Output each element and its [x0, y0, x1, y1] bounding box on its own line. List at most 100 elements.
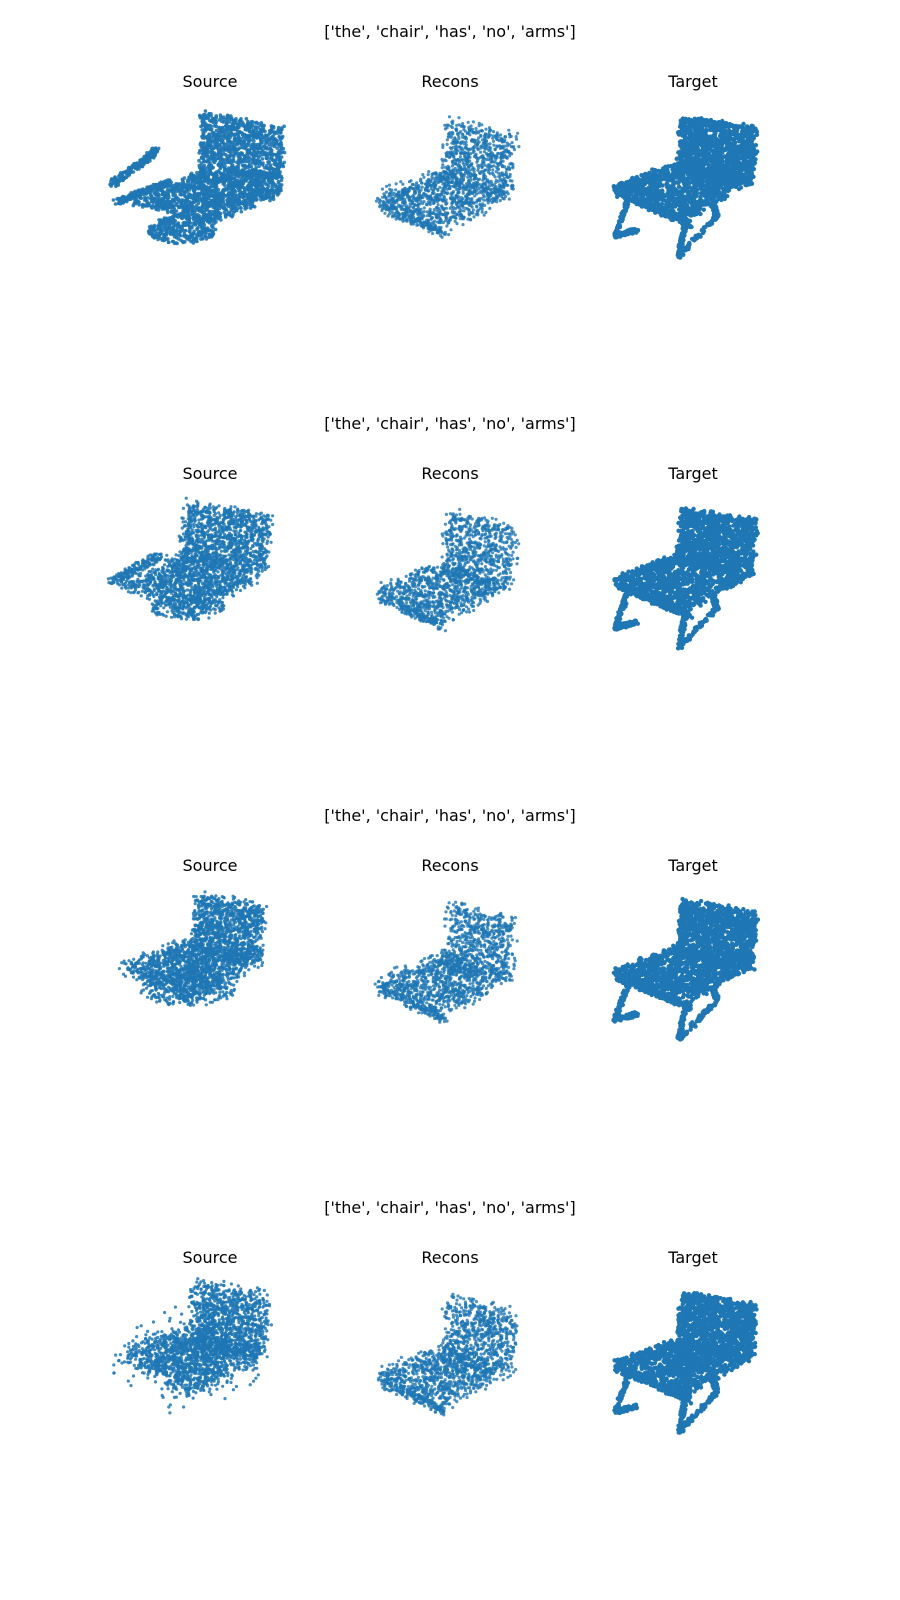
cloud-point: [495, 145, 499, 149]
cloud-point: [456, 131, 460, 136]
cloud-point: [178, 205, 183, 209]
cloud-point: [250, 191, 255, 195]
cloud-point: [171, 191, 176, 196]
cloud-point: [514, 137, 519, 141]
cloud-point: [225, 128, 230, 133]
cloud-point: [241, 181, 245, 186]
cloud-point: [245, 151, 249, 156]
cloud-point: [482, 213, 486, 217]
cloud-point: [228, 170, 233, 175]
cloud-point: [477, 124, 481, 128]
cloud-point: [432, 208, 436, 212]
cloud-point: [221, 161, 225, 165]
cloud-point: [461, 202, 465, 206]
cloud-point: [417, 193, 421, 197]
cloud-point: [507, 132, 511, 136]
cloud-point: [388, 194, 392, 198]
cloud-point: [440, 235, 444, 239]
cloud-point: [279, 130, 283, 135]
cloud-point: [227, 120, 232, 124]
cloud-point: [450, 195, 454, 199]
cloud-point: [238, 179, 242, 184]
cloud-point: [450, 120, 454, 124]
cloud-point: [126, 170, 131, 175]
cloud-point: [229, 114, 233, 118]
cloud-point: [197, 185, 201, 190]
cloud-point: [438, 194, 442, 198]
cloud-point: [203, 234, 207, 238]
cloud-point: [451, 145, 455, 149]
cloud-point: [211, 130, 216, 135]
cloud-point: [399, 194, 403, 198]
cloud-point: [242, 204, 247, 208]
cloud-point: [411, 205, 415, 209]
cloud-point: [433, 176, 437, 180]
cloud-point: [450, 201, 454, 205]
cloud-point: [225, 175, 230, 180]
cloud-point: [232, 177, 236, 181]
cloud-point: [226, 183, 231, 187]
cloud-point: [467, 125, 471, 129]
cloud-point: [505, 149, 509, 153]
cloud-point: [241, 143, 245, 147]
cloud-point: [389, 203, 393, 207]
cloud-point: [181, 240, 186, 245]
cloud-point: [266, 160, 270, 164]
cloud-point: [419, 195, 423, 199]
cloud-point: [455, 176, 459, 180]
cloud-point: [440, 231, 444, 235]
cloud-point: [433, 186, 437, 190]
cloud-point: [269, 166, 273, 170]
cloud-point: [252, 139, 256, 143]
cloud-point: [221, 180, 226, 185]
cloud-point: [221, 172, 226, 176]
cloud-point: [178, 226, 183, 230]
cloud-point: [231, 154, 236, 159]
cloud-point: [462, 127, 466, 131]
cloud-point: [276, 186, 281, 190]
cloud-point: [496, 194, 500, 198]
cloud-point: [239, 185, 244, 189]
cloud-point: [507, 128, 511, 132]
cloud-point: [213, 138, 218, 142]
cloud-point: [272, 130, 276, 134]
cloud-point: [451, 191, 455, 195]
cloud-point: [414, 183, 418, 187]
cloud-point: [449, 135, 453, 139]
cloud-point: [449, 124, 453, 128]
cloud-point: [500, 195, 504, 199]
cloud-point: [146, 189, 151, 194]
cloud-point: [377, 198, 382, 202]
cloud-point: [197, 192, 202, 197]
cloud-point: [127, 194, 132, 199]
cloud-point: [468, 175, 473, 180]
cloud-point: [272, 144, 277, 149]
cloud-point: [259, 133, 264, 138]
cloud-point: [421, 224, 425, 228]
cloud-point: [472, 131, 476, 135]
cloud-point: [488, 146, 492, 150]
cloud-point: [442, 170, 446, 174]
cloud-point: [162, 221, 167, 226]
cloud-point: [221, 141, 226, 146]
cloud-point: [485, 191, 490, 195]
cloud-point: [391, 207, 395, 211]
cloud-point: [499, 133, 503, 137]
cloud-point: [211, 181, 216, 186]
cloud-point: [472, 167, 476, 171]
cloud-point: [264, 156, 269, 160]
cloud-point: [281, 146, 286, 151]
cloud-point: [145, 158, 150, 162]
cloud-point: [410, 213, 415, 217]
cloud-point: [392, 201, 396, 205]
cloud-point: [205, 219, 210, 224]
cloud-point: [244, 116, 249, 121]
cloud-point: [227, 213, 232, 217]
cloud-point: [236, 198, 240, 202]
cloud-point: [483, 138, 487, 142]
cloud-point: [236, 147, 240, 151]
cloud-point: [476, 168, 480, 172]
cloud-point: [419, 199, 423, 203]
cloud-point: [193, 177, 197, 182]
cloud-point: [187, 235, 191, 240]
